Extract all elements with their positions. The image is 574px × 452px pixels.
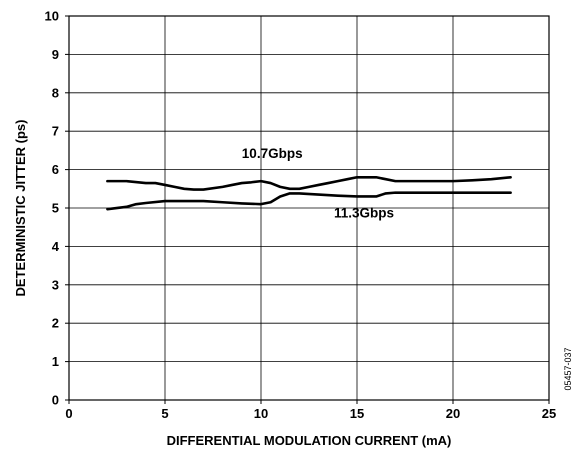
series-line-11-3gbps [106,191,512,211]
y-tick-label: 4 [52,239,60,254]
series-annotation-label: 10.7Gbps [242,146,303,161]
series-annotation-label: 11.3Gbps [334,206,394,221]
x-tick-label: 5 [161,406,168,421]
y-tick-label: 7 [52,124,59,139]
annotation-layer: 10.7Gbps 11.3Gbps [242,146,394,221]
x-axis-title: DIFFERENTIAL MODULATION CURRENT (mA) [167,433,452,448]
y-tick-label: 9 [52,47,59,62]
x-tick-label: 15 [350,406,364,421]
y-tick-label: 1 [52,354,59,369]
series-layer [106,175,512,211]
y-axis-title: DETERMINISTIC JITTER (ps) [13,120,28,297]
x-tick-label: 0 [65,406,72,421]
grid-layer [68,15,550,401]
y-tick-label: 5 [52,201,59,216]
y-tick-label: 6 [52,162,59,177]
x-tick-label: 20 [446,406,460,421]
x-tick-label: 10 [254,406,268,421]
y-tick-label: 2 [52,316,59,331]
tick-layer: 0 5 10 15 20 25 0 1 2 3 4 5 6 7 8 9 10 [45,9,557,422]
figure-code-label: 05457-037 [563,347,573,390]
y-tick-label: 10 [45,9,59,24]
y-tick-label: 0 [52,393,59,408]
x-tick-label: 25 [542,406,556,421]
y-tick-label: 3 [52,277,59,292]
series-line-10-7gbps [106,175,512,191]
y-tick-label: 8 [52,85,59,100]
